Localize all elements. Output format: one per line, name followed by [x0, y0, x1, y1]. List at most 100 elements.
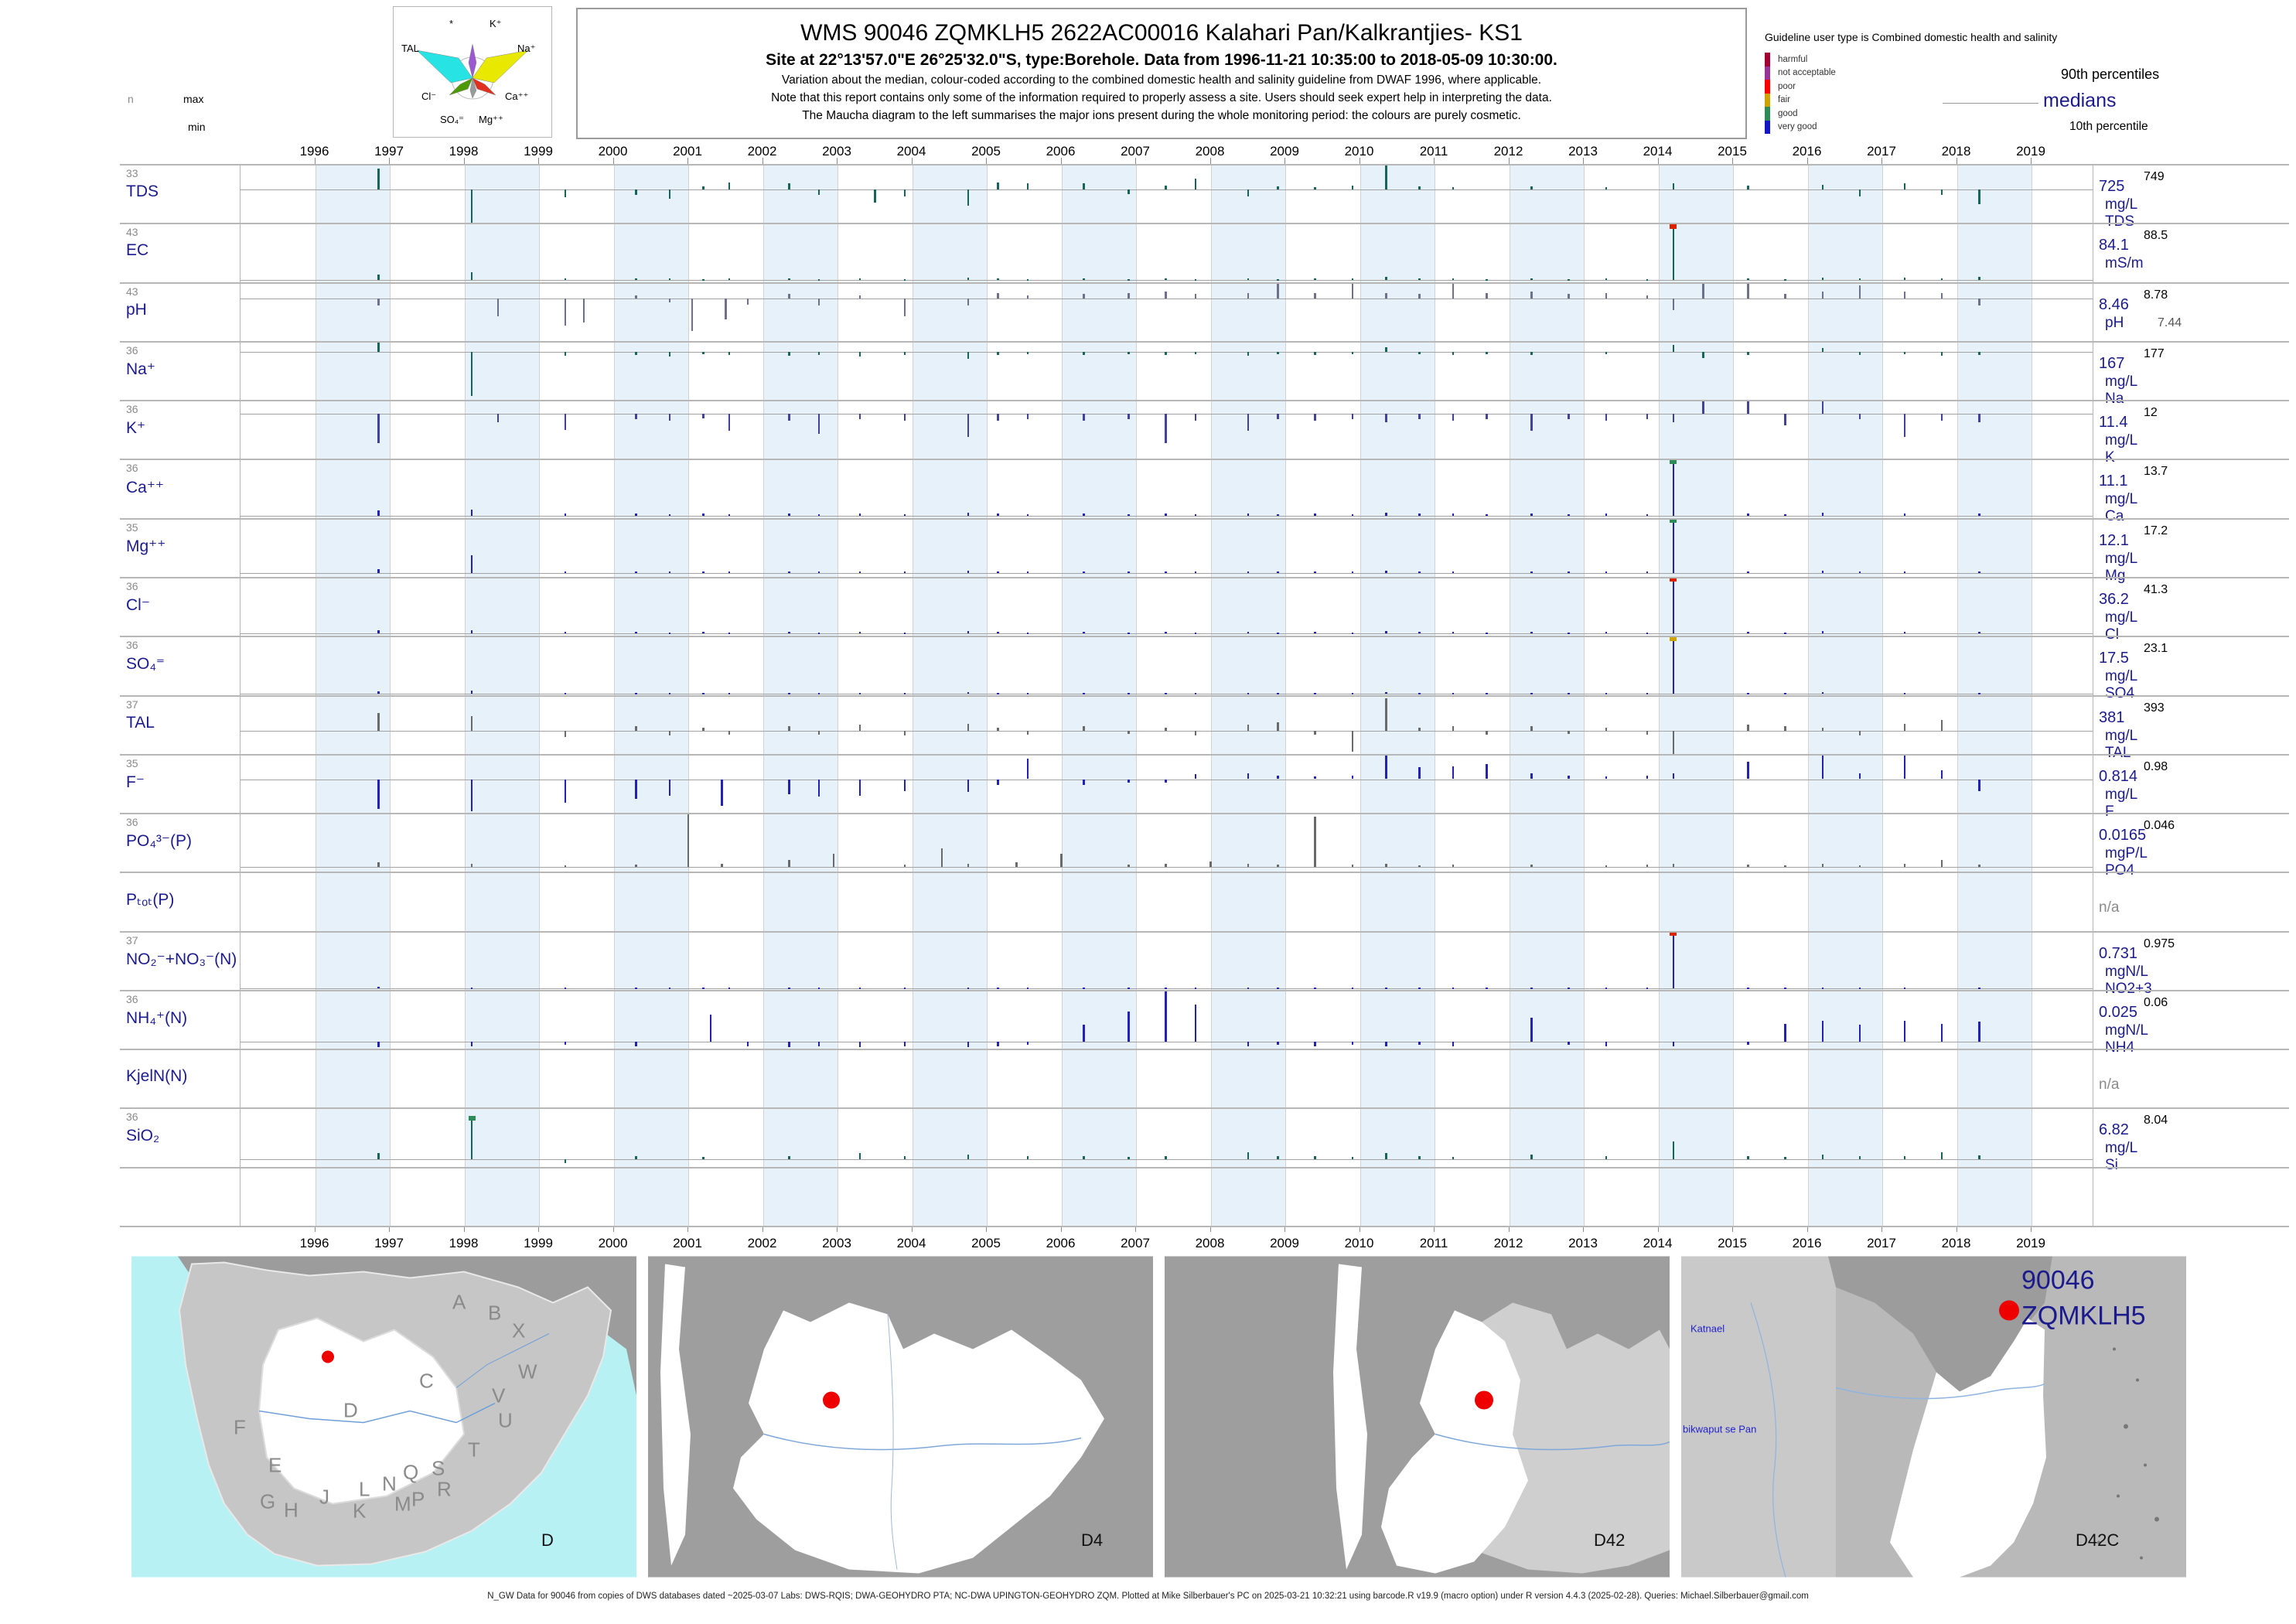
data-tick: [721, 779, 723, 806]
data-tick: [1858, 987, 1861, 989]
data-tick: [702, 351, 704, 354]
guideline-class-label: harmful: [1778, 54, 1808, 64]
data-tick: [788, 513, 790, 516]
data-tick: [788, 631, 790, 634]
data-tick: [668, 189, 671, 199]
median-line-mgP/L PO4: [241, 867, 2093, 868]
data-tick: [1277, 632, 1279, 634]
unit-label: pH: [2105, 314, 2124, 331]
data-tick: [702, 631, 704, 634]
data-tick: [858, 987, 861, 989]
data-tick: [1165, 278, 1167, 281]
median-value: 0.025: [2099, 1003, 2138, 1021]
data-tick: [1165, 990, 1167, 1042]
data-tick: [1530, 413, 1533, 432]
year-axis-tick: [389, 158, 390, 164]
data-tick: [858, 571, 861, 573]
unit-label: mg/L SO4: [2105, 668, 2137, 702]
data-tick: [1128, 632, 1130, 634]
drainage-region-letter: E: [268, 1454, 281, 1477]
data-tick: [470, 779, 473, 812]
data-tick: [1530, 631, 1533, 634]
data-tick: [1418, 513, 1421, 516]
data-tick: [1530, 351, 1533, 355]
data-tick: [702, 513, 704, 516]
data-tick: [1026, 571, 1029, 574]
year-axis-tick: [1583, 1226, 1584, 1232]
year-axis-tick: [1806, 158, 1808, 164]
unit-label: mg/L Ca: [2105, 491, 2137, 525]
data-tick: [377, 630, 380, 634]
data-tick: [635, 189, 637, 196]
data-tick: [635, 726, 637, 732]
data-tick: [1784, 1156, 1786, 1159]
p90-value: 0.975: [2144, 937, 2175, 950]
row-separator-line: [120, 459, 2289, 461]
data-tick: [635, 1156, 637, 1159]
year-axis-tick: [1434, 158, 1435, 164]
data-tick: [668, 413, 671, 421]
data-tick: [788, 779, 790, 794]
data-tick: [1858, 351, 1861, 355]
year-axis-tick: [463, 158, 465, 164]
data-tick: [1978, 779, 1980, 791]
year-axis-label: 2003: [822, 1236, 851, 1250]
data-tick: [1784, 865, 1786, 868]
unit-label: mg/L Na: [2105, 373, 2137, 407]
year-axis-label: 1997: [374, 1236, 404, 1250]
data-tick: [858, 513, 861, 516]
data-tick: [858, 295, 861, 299]
data-tick: [1314, 631, 1316, 634]
map-drainage-letters: A BX C WVU D T FE SQR L N J PM G H K: [234, 1291, 537, 1523]
parameter-name: TAL: [126, 713, 155, 732]
year-axis-tick: [837, 1226, 838, 1232]
guideline-class-poor: poor: [1765, 80, 2291, 94]
data-tick: [377, 713, 380, 732]
p90-value: 177: [2144, 346, 2165, 360]
parameter-name: SiO₂: [126, 1126, 160, 1145]
n-column-header: n: [128, 93, 134, 105]
unit-label: mgP/L PO4: [2105, 845, 2148, 879]
data-tick: [702, 987, 704, 989]
data-tick: [788, 183, 790, 189]
data-tick: [817, 779, 820, 797]
year-axis-label: 2002: [747, 144, 777, 159]
data-tick: [377, 987, 380, 989]
map-catchment-d42c: [1890, 1318, 2046, 1578]
data-tick: [1452, 865, 1455, 868]
data-tick: [470, 716, 473, 732]
data-tick: [1351, 692, 1354, 694]
parameter-name: KjelN(N): [126, 1067, 188, 1086]
data-tick: [1821, 570, 1824, 573]
data-tick: [1646, 278, 1649, 281]
data-tick: [1452, 413, 1455, 421]
median-value: 36.2: [2099, 590, 2129, 608]
data-tick: [377, 413, 380, 443]
data-tick: [1858, 285, 1861, 299]
data-tick: [1026, 758, 1029, 780]
year-axis-tick: [314, 1226, 316, 1232]
data-tick: [1015, 862, 1018, 868]
data-tick: [564, 779, 567, 803]
p90-value: 0.98: [2144, 759, 2168, 773]
sample-count: 36: [126, 992, 138, 1005]
data-tick: [1672, 344, 1675, 352]
stat-not-available: n/a: [2099, 899, 2120, 916]
year-axis-label: 1997: [374, 144, 404, 159]
data-tick: [1314, 351, 1316, 355]
data-tick: [377, 569, 380, 573]
data-tick: [1646, 865, 1649, 868]
data-tick: [1903, 631, 1906, 634]
data-tick: [1940, 292, 1943, 299]
guideline-cap-marker: [1670, 577, 1677, 582]
data-tick: [858, 413, 861, 420]
data-tick: [564, 987, 567, 989]
data-tick: [1747, 761, 1749, 780]
year-axis-tick: [1508, 1226, 1510, 1232]
site-dot-d4: [823, 1391, 840, 1409]
data-tick: [1672, 1041, 1675, 1046]
data-tick: [858, 278, 861, 281]
data-tick: [1083, 631, 1085, 634]
drainage-region-letter: F: [234, 1416, 246, 1439]
data-tick: [1821, 691, 1824, 694]
